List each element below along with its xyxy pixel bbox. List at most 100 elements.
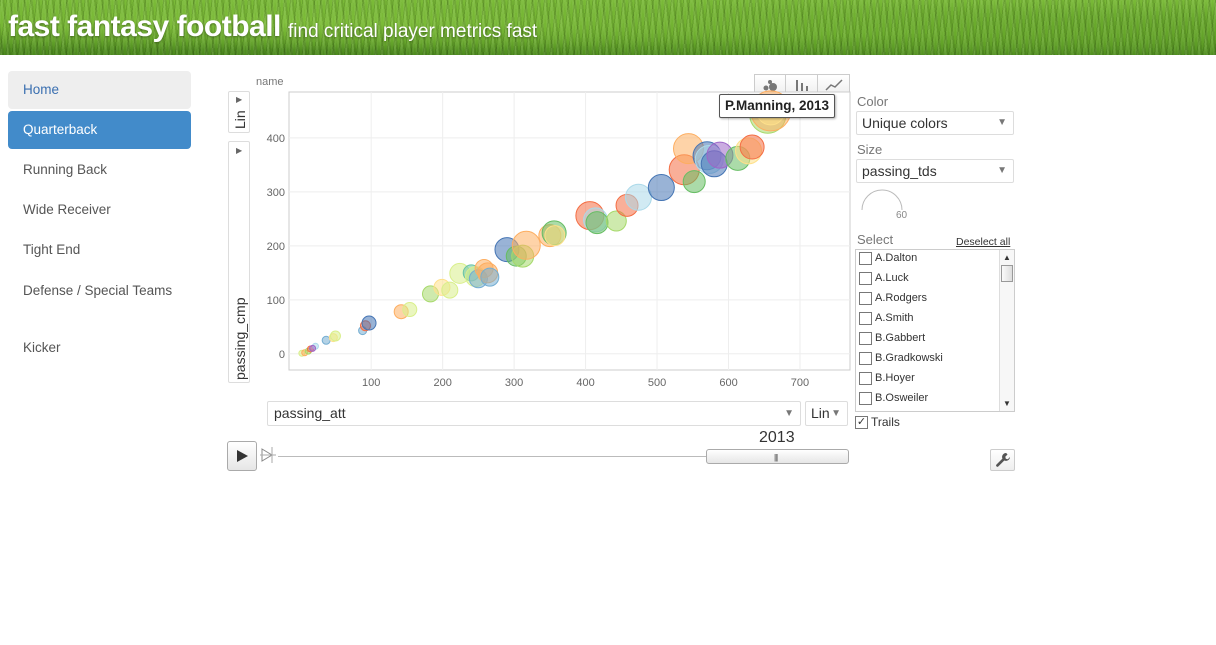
chart-view-switcher xyxy=(754,74,850,96)
list-item[interactable]: B.Osweiler xyxy=(859,388,928,408)
list-item[interactable]: A.Smith xyxy=(859,308,914,328)
bubble-point[interactable] xyxy=(605,210,627,232)
player-name: B.Osweiler xyxy=(875,392,929,404)
list-item[interactable]: A.Luck xyxy=(859,268,909,288)
list-item[interactable]: A.Dalton xyxy=(859,250,918,268)
list-scrollbar[interactable]: ▲ ▼ xyxy=(999,250,1014,411)
chevron-down-icon: ▼ xyxy=(831,408,841,419)
sidebar-item-running-back[interactable]: Running Back xyxy=(23,162,108,177)
x-tick-label: 600 xyxy=(719,377,737,388)
deselect-all-link[interactable]: Deselect all xyxy=(956,236,1011,248)
player-checkbox[interactable] xyxy=(859,331,872,345)
play-button[interactable] xyxy=(227,441,257,471)
wrench-icon xyxy=(995,453,1010,467)
player-checkbox[interactable] xyxy=(859,351,872,365)
size-gauge-value: 60 xyxy=(896,210,908,221)
x-tick-label: 700 xyxy=(791,377,809,388)
chevron-down-icon: ▼ xyxy=(997,165,1007,176)
bubble-point[interactable] xyxy=(544,225,566,247)
x-scale-label: Lin xyxy=(811,405,830,421)
y-variable-label: passing_cmp xyxy=(232,297,248,381)
bubble-point[interactable] xyxy=(329,330,341,342)
list-item[interactable]: B.Hoyer xyxy=(859,368,915,388)
bubble-point[interactable] xyxy=(585,211,609,235)
trails-checkbox[interactable]: ✓ xyxy=(855,415,868,429)
bubble-point[interactable] xyxy=(739,134,765,160)
x-tick-label: 200 xyxy=(433,377,451,388)
y-tick-label: 100 xyxy=(267,295,285,307)
x-scale-select[interactable]: Lin ▼ xyxy=(805,401,848,426)
player-checkbox[interactable] xyxy=(859,271,872,285)
site-header: fast fantasy football find critical play… xyxy=(0,0,1216,55)
player-select-list[interactable]: A.Dalton A.Luck A.Rodgers A.Smith B.Gabb… xyxy=(855,249,1015,412)
list-item[interactable]: B.Gabbert xyxy=(859,328,925,348)
site-brand[interactable]: fast fantasy football xyxy=(8,10,281,43)
bubble-view-icon xyxy=(763,80,777,91)
bubble-point[interactable] xyxy=(480,267,500,287)
bubble-point[interactable] xyxy=(624,183,652,211)
x-tick-label: 100 xyxy=(362,377,380,388)
player-name: B.Hoyer xyxy=(875,372,915,384)
speed-slider-icon[interactable] xyxy=(260,446,276,464)
sidebar-nav: Home Quarterback Running Back Wide Recei… xyxy=(8,71,191,369)
player-name: B.Gabbert xyxy=(875,332,926,344)
player-name: A.Dalton xyxy=(875,252,918,264)
player-checkbox[interactable] xyxy=(859,391,872,405)
y-tick-label: 200 xyxy=(267,241,285,253)
select-label: Select xyxy=(857,232,894,247)
color-select[interactable]: Unique colors ▼ xyxy=(856,111,1014,135)
size-select[interactable]: passing_tds ▼ xyxy=(856,159,1014,183)
current-year-label: 2013 xyxy=(759,429,795,446)
bubble-point[interactable] xyxy=(402,302,418,318)
bar-view-button[interactable] xyxy=(786,74,818,96)
scroll-thumb[interactable] xyxy=(1001,265,1013,282)
x-tick-label: 300 xyxy=(505,377,523,388)
list-item[interactable]: B.Gradkowski xyxy=(859,348,943,368)
y-scale-arrow-icon: ▶ xyxy=(236,95,243,104)
timeline-slider-handle[interactable]: ||| xyxy=(706,449,849,464)
y-scale-select[interactable]: ▶ Lin xyxy=(228,91,250,133)
player-checkbox[interactable] xyxy=(859,291,872,305)
bubble-point[interactable] xyxy=(309,344,317,352)
player-checkbox[interactable] xyxy=(859,251,872,265)
sidebar-item-defense-special-teams[interactable]: Defense / Special Teams xyxy=(23,283,173,298)
sidebar-item-home[interactable]: Home xyxy=(8,71,191,109)
list-item[interactable]: A.Rodgers xyxy=(859,288,927,308)
scroll-down-icon[interactable]: ▼ xyxy=(1003,399,1011,408)
timeline-track[interactable] xyxy=(278,456,706,457)
bubble-point[interactable] xyxy=(647,174,675,202)
sidebar-item-tight-end[interactable]: Tight End xyxy=(23,242,81,257)
bubble-tooltip: P.Manning, 2013 xyxy=(719,94,836,118)
x-variable-select[interactable]: passing_att ▼ xyxy=(267,401,801,426)
bubble-point[interactable] xyxy=(361,315,377,331)
bubble-point[interactable] xyxy=(441,281,459,299)
size-select-value: passing_tds xyxy=(862,163,937,179)
size-gauge[interactable] xyxy=(859,186,905,212)
y-tick-label: 300 xyxy=(267,187,285,199)
player-checkbox[interactable] xyxy=(859,311,872,325)
bar-view-icon xyxy=(795,80,808,91)
line-view-icon xyxy=(824,79,843,91)
sidebar-item-kicker[interactable]: Kicker xyxy=(23,340,61,355)
sidebar-item-wide-receiver[interactable]: Wide Receiver xyxy=(23,202,111,217)
player-name: A.Luck xyxy=(875,272,909,284)
x-tick-label: 500 xyxy=(648,377,666,388)
bubble-point[interactable] xyxy=(682,170,706,194)
name-label: name xyxy=(256,76,284,88)
y-variable-arrow-icon: ▶ xyxy=(236,146,243,155)
player-checkbox[interactable] xyxy=(859,371,872,385)
trails-toggle[interactable]: ✓ Trails xyxy=(855,415,900,429)
scroll-up-icon[interactable]: ▲ xyxy=(1003,253,1011,262)
y-variable-select[interactable]: ▶ passing_cmp xyxy=(228,141,250,383)
chevron-down-icon: ▼ xyxy=(784,408,794,419)
trails-label: Trails xyxy=(871,415,900,429)
color-select-value: Unique colors xyxy=(862,115,948,131)
color-label: Color xyxy=(857,94,889,109)
y-tick-label: 400 xyxy=(267,133,285,145)
bubble-point[interactable] xyxy=(511,230,541,260)
size-label: Size xyxy=(857,142,883,157)
player-name: A.Rodgers xyxy=(875,292,927,304)
settings-button[interactable] xyxy=(990,449,1015,471)
sidebar-item-quarterback[interactable]: Quarterback xyxy=(8,111,191,149)
bubble-chart[interactable]: 100 200 300 400 500 600 700 0 100 200 300 400 xyxy=(256,88,856,388)
